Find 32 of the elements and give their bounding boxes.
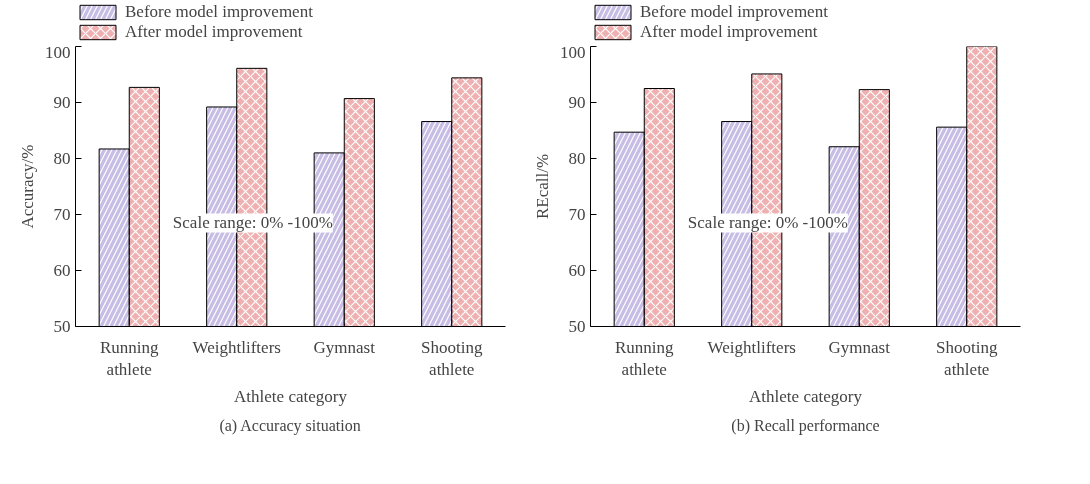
x-tick-label: Shooting athlete <box>421 337 483 380</box>
x-tick-label: Shooting athlete <box>936 337 998 380</box>
annotation: Scale range: 0% -100% <box>172 213 333 233</box>
x-tick-label: Running athlete <box>99 337 160 380</box>
y-tick-label: 60 <box>568 261 586 280</box>
y-tick-label: 100 <box>45 42 71 62</box>
y-axis-title: Accuracy/% <box>18 144 37 229</box>
text: (a) Accuracy situation <box>219 416 361 435</box>
x-tick-label: Gymnast <box>828 337 891 357</box>
y-tick-label: 80 <box>568 149 586 168</box>
y-tick-label: 70 <box>568 205 586 224</box>
x-axis-title: Athlete category <box>234 387 348 407</box>
y-tick-label: 60 <box>53 261 71 280</box>
legend-label: Before model improvement <box>640 2 828 22</box>
x-tick-label: Weightlifters <box>192 337 281 357</box>
x-axis-title: Athlete category <box>749 387 863 407</box>
y-tick-label: 50 <box>53 317 71 336</box>
y-tick-label: 80 <box>53 149 71 168</box>
legend-label: After model improvement <box>125 22 303 42</box>
x-tick-label: Weightlifters <box>707 337 796 357</box>
x-tick-label: Running athlete <box>614 337 675 380</box>
text: (b) Recall performance <box>731 416 880 435</box>
legend-label: Before model improvement <box>125 2 313 22</box>
y-tick-label: 90 <box>53 93 71 112</box>
y-tick-label: 90 <box>568 93 586 112</box>
y-tick-label: 70 <box>53 205 71 224</box>
y-tick-label: 100 <box>560 42 586 62</box>
y-axis-title: REcall/% <box>533 153 552 220</box>
legend-label: After model improvement <box>640 22 818 42</box>
annotation: Scale range: 0% -100% <box>687 213 848 233</box>
x-tick-label: Gymnast <box>313 337 376 357</box>
y-tick-label: 50 <box>568 317 586 336</box>
